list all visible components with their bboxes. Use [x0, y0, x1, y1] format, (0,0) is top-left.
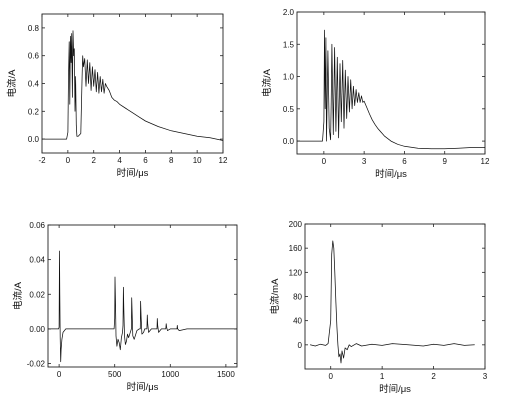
y-tick-label: 0.6 [28, 52, 40, 61]
x-tick-label: 500 [108, 370, 122, 379]
current-trace-line [297, 29, 485, 150]
x-tick-label: 2 [91, 156, 96, 165]
x-tick-label: 0 [322, 157, 327, 166]
y-tick-label: -0.02 [27, 360, 46, 369]
y-tick-label: 80 [293, 293, 302, 302]
current-trace-line [42, 30, 224, 141]
y-axis-title: 电流/A [261, 68, 273, 97]
y-tick-label: 200 [289, 220, 303, 229]
x-axis-title: 时间/μs [379, 383, 411, 395]
x-tick-label: 0 [66, 156, 71, 165]
x-tick-label: 4 [117, 156, 122, 165]
y-tick-label: 0.4 [28, 80, 40, 89]
x-axis-title: 时间/μs [127, 381, 159, 393]
current-trace-line [310, 240, 475, 364]
y-tick-label: 0.5 [283, 105, 295, 114]
x-tick-label: 6 [402, 157, 407, 166]
y-tick-label: 0.2 [28, 107, 40, 116]
y-tick-label: 0.02 [29, 290, 45, 299]
plot-frame [47, 224, 238, 368]
y-tick-label: 0.0 [28, 135, 40, 144]
chart-panel-top-left: -2 0 2 4 6 8 10 12 0.0 0.2 0.4 0.6 0.8 时间/μs 电流/A [6, 13, 228, 179]
y-tick-label: 2.0 [283, 8, 295, 17]
x-axis-title: 时间/μs [117, 167, 149, 179]
chart-panel-bottom-right: 0 1 2 3 0 40 80 120 160 200 时间/μs 电流/mA [269, 220, 488, 395]
x-tick-label: 3 [483, 372, 488, 381]
y-tick-label: 1.5 [283, 40, 295, 49]
x-tick-label: 9 [442, 157, 447, 166]
y-tick-label: 160 [289, 244, 303, 253]
y-tick-label: 0.04 [29, 256, 45, 265]
x-tick-label: 12 [481, 157, 490, 166]
x-tick-label: 0 [57, 370, 62, 379]
y-tick-label: 0.0 [283, 137, 295, 146]
x-tick-label: 1500 [217, 370, 235, 379]
x-tick-label: 10 [193, 156, 202, 165]
x-tick-label: 2 [431, 372, 436, 381]
x-tick-label: 1000 [161, 370, 179, 379]
y-axis-title: 电流/mA [269, 278, 281, 315]
x-tick-label: 0 [328, 372, 333, 381]
plot-frame [304, 223, 486, 370]
x-axis-title: 时间/μs [375, 168, 407, 180]
x-tick-label: 3 [362, 157, 367, 166]
y-tick-label: 0 [298, 341, 303, 350]
plot-frame [296, 11, 486, 155]
plot-frame [41, 13, 224, 154]
y-axis-title: 电流/A [12, 281, 24, 310]
x-tick-label: 12 [219, 156, 228, 165]
x-tick-label: 1 [380, 372, 385, 381]
y-tick-label: 1.0 [283, 73, 295, 82]
y-tick-label: 0.8 [28, 24, 40, 33]
y-tick-label: 0.00 [29, 325, 45, 334]
x-tick-label: -2 [38, 156, 46, 165]
x-tick-label: 8 [169, 156, 174, 165]
x-tick-label: 6 [143, 156, 148, 165]
chart-panel-top-right: 0 3 6 9 12 0.0 0.5 1.0 1.5 2.0 时间/μs 电流/A [261, 8, 490, 180]
y-tick-label: 0.06 [29, 221, 45, 230]
y-tick-label: 120 [289, 268, 303, 277]
current-trace-line [48, 250, 237, 363]
chart-panel-bottom-left: 0 500 1000 1500 -0.02 0.00 0.02 0.04 0.06 时间/μs 电流… [12, 221, 238, 393]
y-tick-label: 40 [293, 317, 302, 326]
y-axis-title: 电流/A [6, 69, 18, 98]
